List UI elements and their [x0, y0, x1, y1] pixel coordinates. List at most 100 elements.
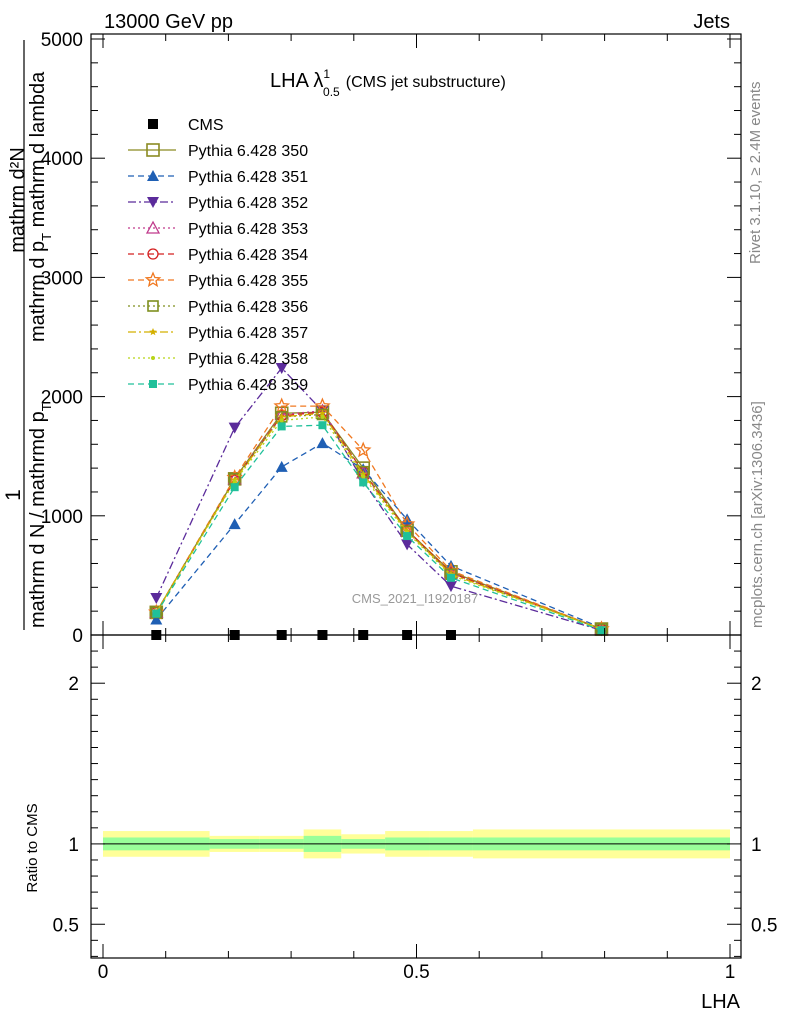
series-line-3 [155, 367, 602, 631]
legend-label-7: Pythia 6.428 356 [188, 299, 308, 316]
legend-entry-8: Pythia 6.428 357 [128, 325, 308, 342]
series-line-9 [155, 416, 602, 630]
legend: CMS Pythia 6.428 350 Pythia 6.428 351 Pythi… [128, 117, 308, 394]
legend-marker-6 [144, 271, 162, 288]
series-line-10 [155, 424, 602, 631]
ratio-plot-frame [90, 634, 742, 959]
legend-entry-9: Pythia 6.428 358 [128, 351, 308, 368]
rivet-label: Rivet 3.1.10, ≥ 2.4M events [747, 82, 764, 265]
data-point-10-0 [152, 609, 161, 618]
legend-marker-3 [147, 197, 159, 208]
main-ytick-label-3: 3000 [41, 268, 83, 289]
series-10 [152, 421, 606, 635]
data-point-9-2 [279, 418, 284, 423]
data-point-9-3 [320, 414, 325, 419]
ratio-ytick-label-right-1: 1 [751, 835, 762, 856]
header-left: 13000 GeV pp [104, 11, 233, 33]
data-point-10-4 [359, 478, 368, 487]
legend-label-4: Pythia 6.428 353 [188, 221, 308, 238]
legend-label-1: Pythia 6.428 350 [188, 143, 308, 160]
header-right: Jets [693, 11, 730, 33]
data-point-6-4 [354, 441, 372, 458]
legend-entry-7: Pythia 6.428 356 [128, 299, 308, 316]
main-ytick-label-5: 5000 [41, 30, 83, 51]
series-line-1 [155, 411, 602, 630]
legend-label-5: Pythia 6.428 354 [188, 247, 308, 264]
main-y-axis-label: 1 mathrm d²N mathrm d N / mathrmd pT mat… [2, 40, 54, 630]
series-line-6 [155, 405, 602, 630]
data-point-3-0 [150, 593, 163, 605]
legend-entry-2: Pythia 6.428 351 [128, 169, 308, 186]
data-point-10-7 [597, 626, 606, 635]
legend-entry-6: Pythia 6.428 355 [128, 271, 308, 290]
data-point-8-3 [318, 409, 327, 417]
ratio-ytick-label-right-2: 2 [751, 674, 762, 695]
legend-marker-1 [146, 143, 160, 157]
legend-label-0: CMS [188, 117, 224, 134]
data-point-10-6 [446, 573, 455, 582]
legend-entry-1: Pythia 6.428 350 [128, 143, 308, 160]
xtick-label-1: 0.5 [403, 962, 429, 983]
legend-entry-10: Pythia 6.428 359 [128, 377, 308, 394]
legend-marker-4 [145, 220, 161, 234]
data-point-3-6 [444, 581, 457, 593]
legend-entry-5: Pythia 6.428 354 [128, 247, 308, 264]
main-ytick-label-1: 1000 [41, 507, 83, 528]
ratio-ytick-label-left-1: 1 [68, 835, 79, 856]
data-point-10-2 [277, 422, 286, 431]
data-point-10-3 [318, 421, 327, 430]
data-point-9-4 [361, 474, 366, 479]
legend-label-8: Pythia 6.428 357 [188, 325, 308, 342]
data-point-9-1 [232, 479, 237, 484]
mcplots-label: mcplots.cern.ch [arXiv:1306.3436] [749, 401, 766, 628]
ratio-ytick-label-right-0: 0.5 [751, 915, 777, 936]
data-point-10-5 [403, 532, 412, 541]
ratio-y-axis-label: Ratio to CMS [24, 803, 41, 892]
legend-marker-9 [151, 356, 155, 360]
data-point-3-2 [275, 362, 288, 374]
legend-label-2: Pythia 6.428 351 [188, 169, 308, 186]
data-point-2-0 [150, 613, 163, 625]
data-point-10-1 [230, 483, 239, 492]
axes: 0 1000 2000 3000 4000 5000 0.5 0.5 1 1 2 2 0 0.5 1 [41, 30, 778, 983]
ylabel-denominator-left: mathrm d N / mathrmd pT [27, 403, 54, 628]
legend-marker-10 [149, 380, 157, 388]
ratio-ytick-label-left-2: 2 [68, 674, 79, 695]
legend-label-3: Pythia 6.428 352 [188, 195, 308, 212]
data-point-2-3 [316, 437, 329, 449]
data-point-3-1 [228, 422, 241, 434]
x-axis-label: LHA [701, 991, 741, 1013]
ratio-ytick-label-left-0: 0.5 [53, 915, 79, 936]
legend-marker-7 [147, 300, 159, 312]
legend-marker-5 [147, 248, 159, 260]
data-point-6-2 [273, 397, 291, 414]
main-ytick-label-0: 0 [72, 626, 83, 647]
ylabel-denominator-right: mathrm d pT mathrm d lambda [27, 71, 54, 342]
legend-marker-2 [147, 170, 159, 181]
legend-label-10: Pythia 6.428 359 [188, 377, 308, 394]
ylabel-one: 1 [2, 489, 25, 501]
data-point-2-2 [275, 460, 288, 472]
ylabel-numerator: mathrm d²N [7, 147, 29, 253]
main-ytick-label-2: 2000 [41, 388, 83, 409]
chart-title: LHA λ1 0.5(CMS jet substructure) [270, 67, 506, 99]
data-point-8-2 [277, 412, 286, 421]
analysis-watermark: CMS_2021_I1920187 [352, 591, 479, 606]
legend-entry-3: Pythia 6.428 352 [128, 195, 308, 212]
legend-label-6: Pythia 6.428 355 [188, 273, 308, 290]
data-point-3-5 [401, 539, 414, 551]
legend-label-9: Pythia 6.428 358 [188, 351, 308, 368]
series-line-2 [155, 442, 602, 629]
legend-marker-0 [148, 119, 158, 129]
series-line-5 [155, 411, 602, 630]
series-layer [147, 362, 610, 640]
series-line-8 [155, 412, 602, 630]
data-point-2-1 [228, 518, 241, 530]
main-ytick-label-4: 4000 [41, 149, 83, 170]
legend-marker-8 [149, 328, 157, 336]
xtick-label-2: 1 [725, 962, 736, 983]
data-point-8-4 [359, 470, 367, 478]
legend-entry-0: CMS [148, 117, 224, 134]
xtick-label-0: 0 [98, 962, 109, 983]
